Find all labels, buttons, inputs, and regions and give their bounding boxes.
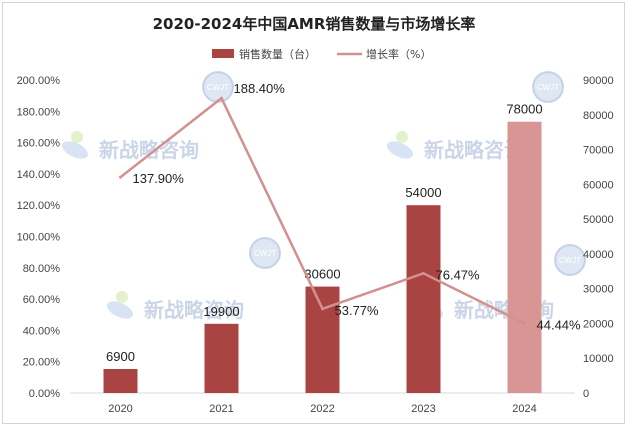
watermark-shape — [61, 141, 89, 159]
watermark-badge: CWJT — [249, 237, 281, 269]
left-tick-label: 200.00% — [17, 75, 61, 87]
growth-value-label: 76.47% — [436, 267, 481, 282]
legend-label-sales: 销售数量（台） — [239, 47, 316, 61]
legend: 销售数量（台） 增长率（%） — [212, 47, 431, 61]
bar-value-label: 19900 — [203, 304, 239, 319]
watermark-badge: CWJT — [554, 244, 586, 276]
bar-series — [103, 121, 542, 393]
watermark-shape — [386, 141, 414, 159]
bar-value-label: 30600 — [304, 267, 340, 282]
badge-circle — [554, 244, 586, 276]
right-tick-label: 60000 — [583, 179, 614, 191]
left-tick-label: 100.00% — [17, 232, 61, 244]
growth-value-label: 137.90% — [133, 171, 185, 186]
bar-2020 — [103, 369, 138, 393]
watermark-dot — [116, 291, 128, 303]
right-tick-label: 0 — [583, 388, 589, 400]
bar-value-labels: 6900 19900 30600 54000 78000 — [106, 102, 543, 364]
left-tick-label: 160.00% — [17, 138, 61, 150]
watermark-text: 新战略咨询 — [99, 138, 199, 162]
right-tick-label: 30000 — [583, 284, 614, 296]
left-axis-ticks: 0.00% 20.00% 40.00% 60.00% 80.00% 100.00% 120.… — [17, 75, 61, 400]
watermark-text: 新战略咨询 — [144, 298, 244, 322]
right-tick-label: 10000 — [583, 353, 614, 365]
x-tick-label: 2024 — [512, 403, 536, 415]
bar-value-label: 6900 — [106, 349, 135, 364]
bar-2021 — [204, 323, 239, 393]
bar-value-label: 54000 — [405, 185, 441, 200]
watermark-badge: CWJT — [202, 71, 234, 103]
bar-value-label: 78000 — [506, 102, 542, 117]
watermark-shape — [106, 301, 134, 319]
badge-text: CWJT — [254, 249, 276, 258]
growth-point — [321, 307, 324, 311]
left-tick-label: 20.00% — [23, 357, 61, 369]
watermark-text: 新战略咨询 — [424, 138, 524, 162]
badge-circle — [249, 237, 281, 269]
left-tick-label: 40.00% — [23, 325, 61, 337]
growth-value-labels: 137.90% 188.40% 53.77% 76.47% 44.44% — [133, 81, 582, 332]
chart-title: 2020-2024年中国AMR销售数量与市场增长率 — [153, 15, 476, 33]
right-tick-label: 40000 — [583, 249, 614, 261]
watermark-dot — [71, 131, 83, 143]
watermark-logo: 新战略咨询 — [106, 291, 244, 322]
x-tick-label: 2020 — [108, 403, 132, 415]
right-tick-label: 70000 — [583, 145, 614, 157]
legend-label-growth: 增长率（%） — [366, 47, 431, 61]
growth-value-label: 53.77% — [335, 303, 380, 318]
left-tick-label: 120.00% — [17, 200, 61, 212]
x-tick-label: 2021 — [209, 403, 233, 415]
left-tick-label: 0.00% — [29, 388, 60, 400]
right-tick-label: 50000 — [583, 214, 614, 226]
growth-point — [220, 96, 223, 100]
watermark-badge: CWJT — [532, 71, 564, 103]
watermark-logo: 新战略咨询 — [386, 131, 524, 162]
x-axis-ticks: 2020 2021 2022 2023 2024 — [108, 403, 536, 415]
watermark-dot — [396, 131, 408, 143]
left-tick-label: 60.00% — [23, 294, 61, 306]
growth-line-series — [119, 96, 526, 325]
badge-text: CWJT — [207, 83, 229, 92]
left-tick-label: 140.00% — [17, 169, 61, 181]
badge-text: CWJT — [537, 83, 559, 92]
badge-circle — [532, 71, 564, 103]
growth-point — [422, 271, 425, 275]
watermark-logo: 新战略咨询 — [61, 131, 199, 162]
legend-swatch-sales — [212, 49, 234, 58]
growth-point — [119, 175, 122, 179]
growth-value-label: 44.44% — [537, 317, 582, 332]
right-tick-label: 80000 — [583, 110, 614, 122]
badge-text: CWJT — [559, 256, 581, 265]
bar-2023 — [406, 205, 441, 393]
right-axis-ticks: 0 10000 20000 30000 40000 50000 60000 70000 8000… — [583, 75, 614, 400]
bar-2024 — [507, 121, 542, 393]
left-tick-label: 180.00% — [17, 106, 61, 118]
left-tick-label: 80.00% — [23, 263, 61, 275]
growth-value-label: 188.40% — [234, 81, 286, 96]
x-tick-label: 2023 — [411, 403, 435, 415]
growth-point — [523, 321, 526, 325]
right-tick-label: 90000 — [583, 75, 614, 87]
right-tick-label: 20000 — [583, 318, 614, 330]
x-tick-label: 2022 — [310, 403, 334, 415]
